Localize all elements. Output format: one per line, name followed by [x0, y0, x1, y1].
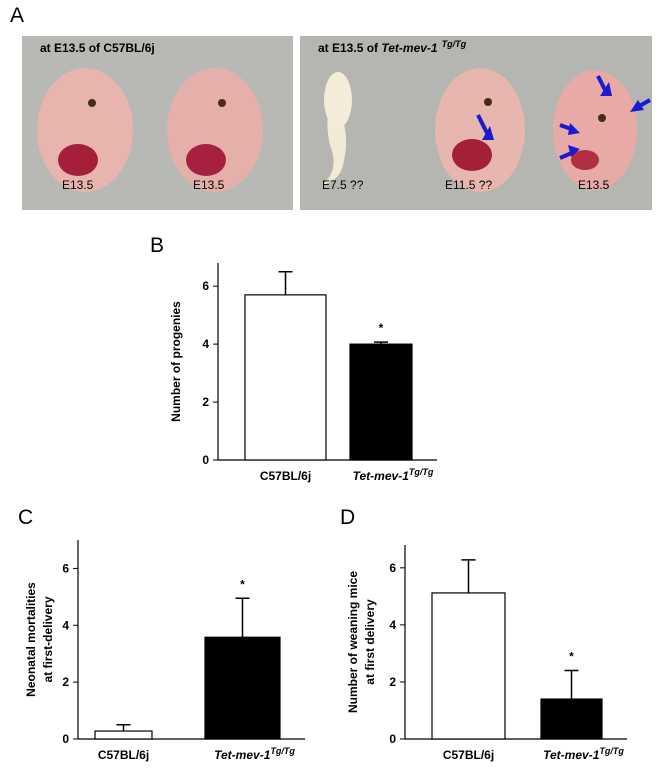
title-part: at E13.5 of	[318, 41, 381, 55]
panel-label: A	[10, 4, 24, 27]
y-tick-label: 0	[389, 732, 396, 746]
photo-title: at E13.5 of C57BL/6j	[40, 41, 155, 55]
y-tick-label: 0	[62, 732, 69, 746]
x-tick-label: C57BL/6j	[443, 748, 494, 762]
x-tick-label: C57BL/6j	[98, 748, 149, 762]
bar	[349, 343, 413, 461]
bar	[204, 636, 281, 740]
category-sup: Tg/Tg	[270, 746, 295, 756]
y-tick-label: 4	[389, 618, 396, 632]
bar	[540, 698, 603, 740]
category: Tet-mev-1	[353, 469, 410, 483]
embryos	[37, 68, 637, 192]
y-tick-label: 4	[62, 618, 69, 632]
bar	[431, 592, 506, 740]
error-bar	[235, 597, 250, 638]
x-tick-label: Tet-mev-1Tg/Tg	[543, 746, 624, 762]
category: C57BL/6j	[443, 748, 494, 762]
y-tick-label: 0	[202, 453, 209, 467]
y-axis-label: Number of weaning mice	[346, 571, 360, 713]
error-bar	[564, 669, 579, 700]
category: C57BL/6j	[98, 748, 149, 762]
error-bar	[116, 724, 131, 732]
y-tick-label: 6	[202, 279, 209, 293]
y-tick-label: 6	[389, 561, 396, 575]
error-bar	[374, 341, 388, 345]
x-tick-label: C57BL/6j	[260, 469, 311, 483]
y-axis-label: Number of progenies	[169, 301, 183, 422]
panel-label: D	[340, 506, 355, 529]
y-tick-label: 2	[62, 675, 69, 689]
category-sup: Tg/Tg	[599, 746, 624, 756]
y-axis-label: Neonatal mortalities	[24, 582, 38, 697]
x-tick-label: Tet-mev-1Tg/Tg	[353, 467, 434, 483]
title-sup: Tg/Tg	[442, 39, 467, 49]
x-tick-label: Tet-mev-1Tg/Tg	[214, 746, 295, 762]
title-part: Tet-mev-1	[381, 41, 438, 55]
bar	[244, 294, 327, 461]
y-tick-label: 6	[62, 561, 69, 575]
annotation: *	[379, 321, 384, 335]
annotation: *	[240, 577, 245, 591]
panel-label: B	[150, 234, 164, 257]
embryo-label: E13.5	[62, 178, 94, 192]
bar	[94, 730, 153, 740]
category-sup: Tg/Tg	[409, 467, 434, 477]
y-tick-label: 4	[202, 337, 209, 351]
photo-title: at E13.5 of Tet-mev-1 Tg/Tg	[318, 39, 467, 55]
category: Tet-mev-1	[214, 748, 271, 762]
annotation: *	[569, 650, 574, 664]
error-bar	[461, 559, 476, 593]
y-tick-label: 2	[202, 395, 209, 409]
embryo-label: E11.5 ??	[445, 178, 492, 192]
embryo-label: E13.5	[578, 178, 610, 192]
y-tick-label: 2	[389, 675, 396, 689]
y-axis-label: at first delivery	[363, 599, 377, 685]
panel-label: C	[18, 506, 33, 529]
embryo-label: E13.5	[193, 178, 225, 192]
arrows	[476, 75, 651, 160]
category: Tet-mev-1	[543, 748, 600, 762]
embryo-label: E7.5 ??	[322, 178, 364, 192]
error-bar	[278, 270, 293, 295]
y-axis-label: at first-delivery	[41, 596, 55, 682]
category: C57BL/6j	[260, 469, 311, 483]
